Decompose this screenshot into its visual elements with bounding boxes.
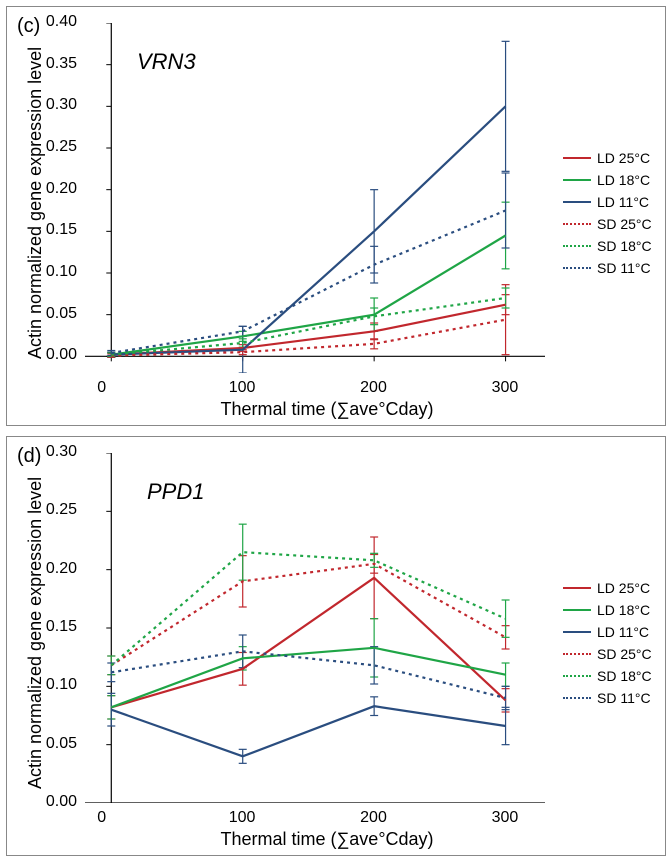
x-axis-title-c: Thermal time (∑ave°Cday) [187, 399, 467, 420]
legend-swatch [563, 675, 591, 677]
y-axis-title-c: Actin normalized gene expression level [25, 47, 46, 359]
legend-label: SD 18°C [597, 668, 652, 684]
panel-label-c: (c) [17, 15, 40, 38]
legend-label: LD 18°C [597, 602, 650, 618]
x-tick-label: 0 [97, 809, 106, 827]
legend-swatch [563, 697, 591, 699]
series-ld11 [111, 706, 505, 756]
y-tick-label: 0.05 [46, 735, 77, 753]
legend-item-sd25: SD 25°C [563, 213, 652, 235]
y-tick-label: 0.30 [46, 443, 77, 461]
x-tick-label: 200 [360, 809, 387, 827]
y-tick-label: 0.20 [46, 180, 77, 198]
legend-item-ld18: LD 18°C [563, 169, 652, 191]
legend-item-ld25: LD 25°C [563, 147, 652, 169]
legend-item-sd25: SD 25°C [563, 643, 652, 665]
y-tick-label: 0.15 [46, 618, 77, 636]
y-tick-label: 0.35 [46, 55, 77, 73]
legend-swatch [563, 201, 591, 203]
x-tick-label: 300 [492, 379, 519, 397]
y-tick-label: 0.30 [46, 96, 77, 114]
legend-item-ld11: LD 11°C [563, 191, 652, 213]
x-axis-title-d: Thermal time (∑ave°Cday) [187, 829, 467, 850]
plot-c [85, 23, 545, 373]
legend-swatch [563, 587, 591, 589]
legend-swatch [563, 223, 591, 225]
legend-label: SD 25°C [597, 646, 652, 662]
x-tick-label: 200 [360, 379, 387, 397]
legend-item-ld11: LD 11°C [563, 621, 652, 643]
legend-swatch [563, 245, 591, 247]
legend-label: LD 25°C [597, 150, 650, 166]
legend-label: SD 25°C [597, 216, 652, 232]
legend-d: LD 25°C LD 18°C LD 11°C SD 25°C SD 18°C SD 11… [563, 577, 652, 709]
legend-label: LD 11°C [597, 624, 649, 640]
x-tick-label: 100 [229, 809, 256, 827]
legend-c: LD 25°C LD 18°C LD 11°C SD 25°C SD 18°C SD 11… [563, 147, 652, 279]
y-tick-label: 0.15 [46, 221, 77, 239]
x-tick-label: 300 [492, 809, 519, 827]
legend-label: SD 11°C [597, 690, 651, 706]
y-tick-label: 0.05 [46, 305, 77, 323]
legend-item-sd11: SD 11°C [563, 257, 652, 279]
legend-item-sd18: SD 18°C [563, 235, 652, 257]
legend-swatch [563, 631, 591, 633]
y-tick-label: 0.20 [46, 560, 77, 578]
legend-item-sd11: SD 11°C [563, 687, 652, 709]
legend-swatch [563, 653, 591, 655]
x-tick-label: 0 [97, 379, 106, 397]
series-ld18 [111, 648, 505, 708]
series-ld18 [111, 236, 505, 355]
chart-c: (c) VRN3 Actin normalized gene expressio… [6, 6, 666, 426]
series-sd18 [111, 552, 505, 665]
y-tick-label: 0.10 [46, 676, 77, 694]
legend-swatch [563, 609, 591, 611]
legend-item-ld18: LD 18°C [563, 599, 652, 621]
series-ld25 [111, 578, 505, 708]
y-tick-label: 0.25 [46, 501, 77, 519]
y-tick-label: 0.40 [46, 13, 77, 31]
legend-swatch [563, 179, 591, 181]
legend-label: LD 18°C [597, 172, 650, 188]
legend-item-sd18: SD 18°C [563, 665, 652, 687]
page: { "charts": { "c": { "panel_label": "(c)… [0, 0, 672, 861]
legend-label: LD 11°C [597, 194, 649, 210]
plot-d [85, 453, 545, 803]
y-tick-label: 0.10 [46, 263, 77, 281]
legend-label: LD 25°C [597, 580, 650, 596]
chart-d: (d) PPD1 Actin normalized gene expressio… [6, 436, 666, 856]
panel-label-d: (d) [17, 445, 41, 468]
x-tick-label: 100 [229, 379, 256, 397]
y-tick-label: 0.00 [46, 346, 77, 364]
legend-swatch [563, 157, 591, 159]
legend-item-ld25: LD 25°C [563, 577, 652, 599]
legend-label: SD 18°C [597, 238, 652, 254]
legend-swatch [563, 267, 591, 269]
y-tick-label: 0.25 [46, 138, 77, 156]
y-axis-title-d: Actin normalized gene expression level [25, 477, 46, 789]
legend-label: SD 11°C [597, 260, 651, 276]
y-tick-label: 0.00 [46, 793, 77, 811]
